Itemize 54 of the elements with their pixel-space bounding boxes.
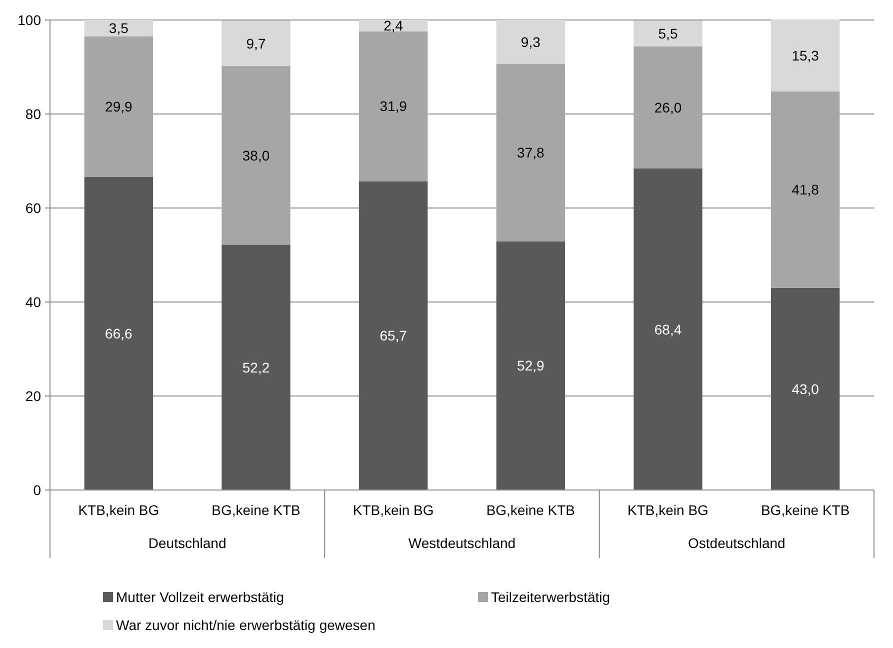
data-label: 3,5 <box>108 20 129 36</box>
y-tick-label: 100 <box>18 12 42 28</box>
bar <box>496 64 565 242</box>
legend-label: Mutter Vollzeit erwerbstätig <box>116 589 284 605</box>
y-tick-label: 20 <box>25 388 42 404</box>
bar <box>84 36 153 177</box>
data-label: 9,3 <box>520 34 541 50</box>
bar <box>634 168 702 490</box>
data-label: 5,5 <box>658 25 678 42</box>
data-label: 9,7 <box>246 35 266 52</box>
x-tick-label: KTB,kein BG <box>78 502 160 518</box>
data-label: 52,9 <box>517 358 545 374</box>
data-label: 2,4 <box>384 18 404 34</box>
data-label: 43,0 <box>792 380 820 397</box>
bar <box>634 46 702 169</box>
bar <box>84 20 153 36</box>
x-tick-label: KTB,kein BG <box>352 502 434 518</box>
data-label: 41,8 <box>792 182 820 198</box>
bar <box>222 244 290 490</box>
data-label: 37,8 <box>517 144 545 161</box>
y-tick-label: 60 <box>25 200 42 216</box>
bar <box>359 181 428 490</box>
data-label: 65,7 <box>380 328 408 344</box>
legend-label: Teilzeiterwerbstätig <box>491 589 610 605</box>
data-label: 15,3 <box>792 47 820 64</box>
bar <box>359 20 428 32</box>
x-tick-label: KTB,kein BG <box>628 502 708 518</box>
bar <box>771 91 840 288</box>
data-label: 31,9 <box>380 98 408 114</box>
data-label: 26,0 <box>654 99 682 116</box>
bar <box>496 20 565 64</box>
bar <box>496 241 565 490</box>
data-label: 68,4 <box>654 321 682 338</box>
bar <box>634 20 702 46</box>
text: Westdeutschland <box>408 535 516 551</box>
bar <box>222 66 290 245</box>
text: Ostdeutschland <box>688 535 786 551</box>
text: Deutschland <box>148 535 226 551</box>
y-tick-label: 80 <box>25 106 42 122</box>
y-tick-label: 40 <box>25 294 42 310</box>
data-label: 29,9 <box>105 98 133 115</box>
bar <box>84 176 153 490</box>
data-label: 38,0 <box>242 147 270 164</box>
bar <box>771 288 840 490</box>
x-tick-label: BG,keine KTB <box>486 502 576 518</box>
x-tick-label: BG,keine KTB <box>760 502 850 518</box>
legend-label: War zuvor nicht/nie erwerbstätig gewesen <box>116 617 376 633</box>
x-tick-label: BG,keine KTB <box>212 502 300 518</box>
bar <box>771 20 840 92</box>
data-label: 66,6 <box>105 325 133 342</box>
y-tick-label: 0 <box>33 482 42 498</box>
bar <box>359 31 428 182</box>
data-label: 52,2 <box>242 359 270 376</box>
bar <box>222 20 290 66</box>
